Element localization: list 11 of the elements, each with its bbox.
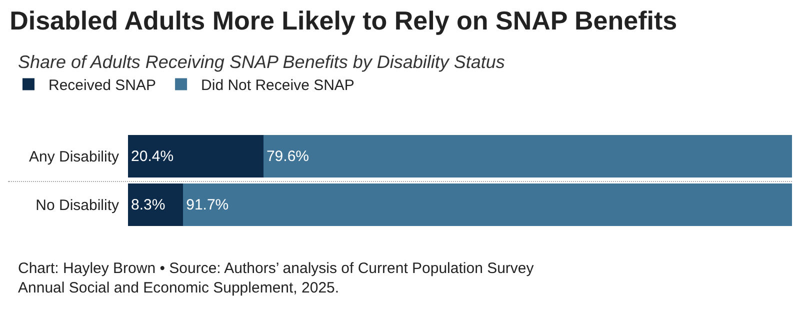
- legend-label: Received SNAP: [48, 77, 156, 94]
- data-label: 91.7%: [186, 196, 229, 214]
- y-tick-label: No Disability: [36, 197, 120, 214]
- legend-label: Did Not Receive SNAP: [201, 77, 354, 94]
- chart-subtitle: Share of Adults Receiving SNAP Benefits by Disability Status: [18, 52, 505, 72]
- chart-title: Disabled Adults More Likely to Rely on SNAP Benefits: [10, 5, 678, 36]
- text: Chart: Hayley Brown • Source: Authors’ analysis of Current Population Survey Annual Social and Economic Supplement, 2025.: [18, 260, 534, 296]
- data-label: 8.3%: [131, 196, 166, 214]
- data-label: 20.4%: [131, 148, 174, 165]
- y-tick-label: Any Disability: [28, 148, 120, 166]
- data-label: 79.6%: [266, 148, 310, 165]
